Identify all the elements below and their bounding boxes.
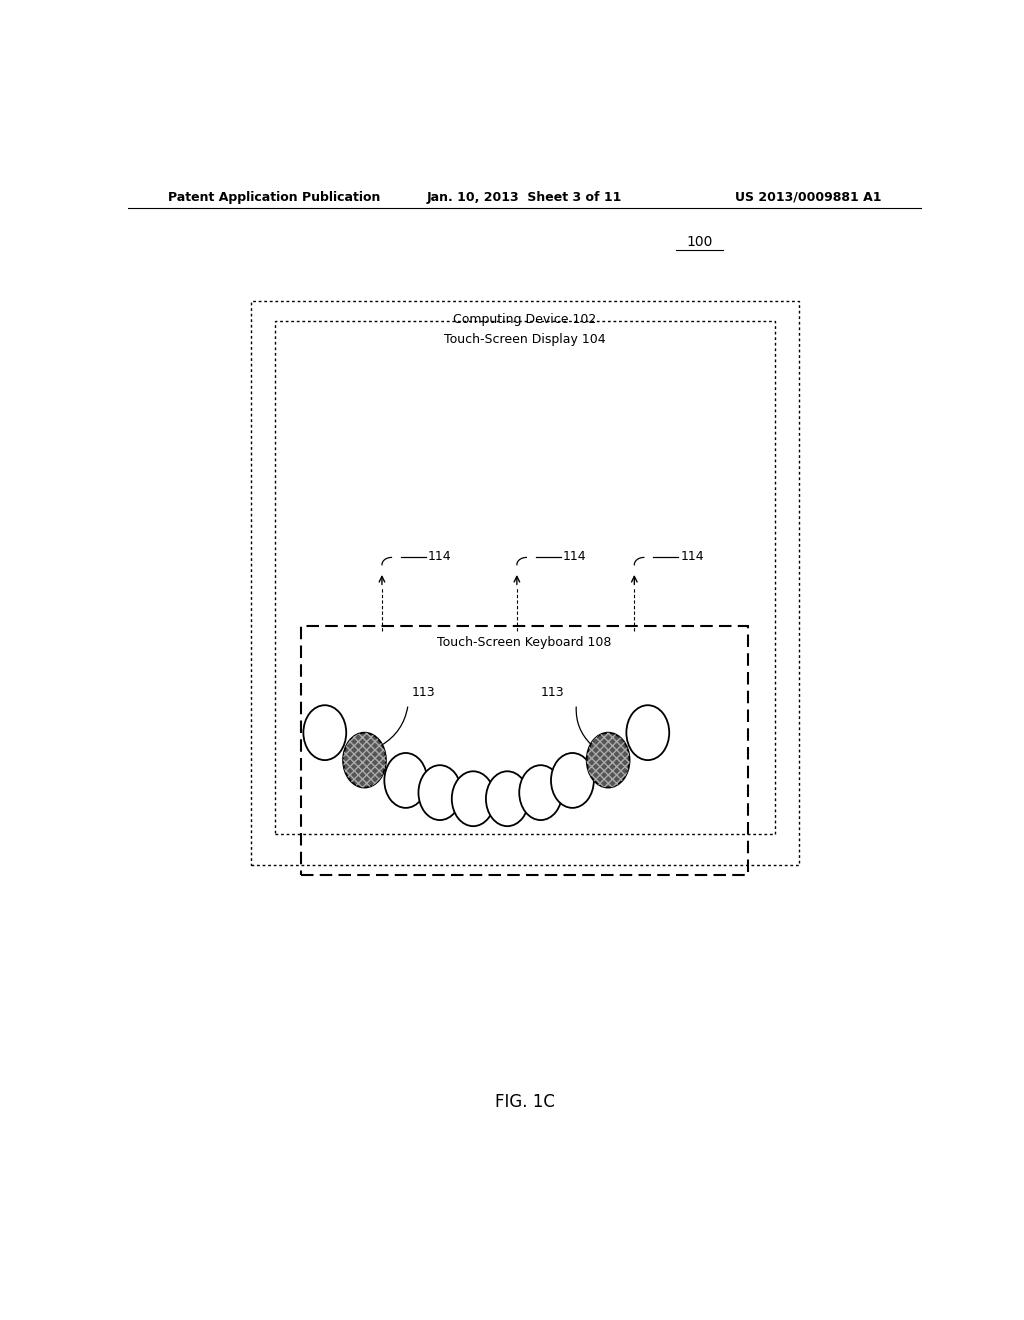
Text: Computing Device 102: Computing Device 102 [454,313,596,326]
Circle shape [551,752,594,808]
Circle shape [343,733,386,788]
Text: US 2013/0009881 A1: US 2013/0009881 A1 [735,190,882,203]
Text: Touch-Screen Display 104: Touch-Screen Display 104 [444,333,605,346]
Circle shape [384,752,427,808]
Text: Jan. 10, 2013  Sheet 3 of 11: Jan. 10, 2013 Sheet 3 of 11 [427,190,623,203]
Text: 113: 113 [412,686,436,700]
Circle shape [303,705,346,760]
Text: FIG. 1C: FIG. 1C [495,1093,555,1110]
Text: 114: 114 [428,549,452,562]
Text: 113: 113 [541,686,564,700]
Circle shape [519,766,562,820]
Text: 100: 100 [686,235,713,248]
Circle shape [627,705,670,760]
Text: Touch-Screen Keyboard 108: Touch-Screen Keyboard 108 [437,636,611,649]
Circle shape [486,771,528,826]
Text: Patent Application Publication: Patent Application Publication [168,190,380,203]
Text: 114: 114 [563,549,587,562]
Circle shape [452,771,495,826]
Circle shape [419,766,461,820]
Circle shape [587,733,630,788]
Text: 114: 114 [680,549,703,562]
